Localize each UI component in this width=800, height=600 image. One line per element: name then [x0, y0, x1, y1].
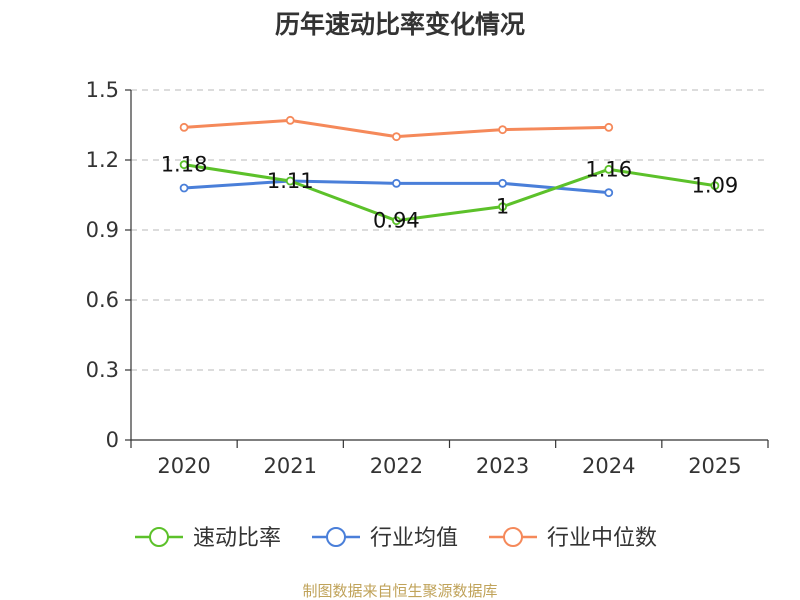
series-point-2 [179, 122, 189, 132]
legend-swatch-marker [326, 527, 346, 547]
data-label: 1.18 [161, 153, 208, 177]
series-point-0 [285, 176, 295, 186]
series-line-0 [183, 163, 716, 223]
series-point-0 [498, 202, 507, 212]
x-tick-label: 2020 [157, 454, 210, 478]
series-point-0 [710, 181, 720, 191]
data-labels: 1.18 1.11 0.94 1 1.16 1.09 [161, 153, 739, 233]
series-point-0 [392, 216, 401, 226]
y-tick-label: 0 [106, 428, 119, 452]
legend-label: 行业均值 [370, 526, 458, 551]
y-tick-label: 0.6 [86, 288, 119, 312]
series-point-2 [604, 122, 614, 132]
series-point-1 [498, 178, 507, 188]
y-tick-label: 0.3 [86, 358, 119, 382]
x-tick-label: 2024 [582, 454, 635, 478]
data-label: 0.94 [373, 209, 420, 233]
legend-label: 速动比率 [193, 526, 281, 551]
chart-title: 历年速动比率变化情况 [275, 10, 525, 39]
legend-label: 行业中位数 [547, 526, 657, 551]
x-tick-label: 2023 [476, 454, 529, 478]
y-tick-label: 1.5 [86, 78, 119, 102]
legend-swatch-marker [503, 527, 523, 547]
legend-swatch-marker [149, 527, 169, 547]
source-footer: 制图数据来自恒生聚源数据库 [302, 582, 497, 600]
y-tick-label: 0.9 [86, 218, 119, 242]
series-layer [179, 115, 720, 226]
axes: 0 0.3 0.6 0.9 1.2 1.5 2020 2021 2022 2023 2024 2025 [86, 78, 769, 478]
series-point-0 [179, 160, 189, 170]
y-tick-label: 1.2 [86, 148, 119, 172]
grid-lines [131, 89, 768, 371]
data-label: 1.11 [267, 169, 314, 193]
series-point-1 [179, 183, 189, 193]
data-label: 1 [496, 195, 509, 219]
series-point-2 [392, 132, 401, 142]
series-point-2 [498, 125, 507, 135]
x-tick-label: 2025 [688, 454, 741, 478]
data-label: 1.09 [692, 174, 739, 198]
series-point-1 [604, 188, 614, 198]
x-tick-label: 2022 [370, 454, 423, 478]
legend: 速动比率 行业均值 行业中位数 [135, 526, 657, 551]
x-tick-label: 2021 [264, 454, 317, 478]
series-point-1 [392, 178, 401, 188]
data-label: 1.16 [585, 157, 632, 181]
series-point-0 [604, 164, 614, 174]
series-point-2 [285, 115, 295, 125]
